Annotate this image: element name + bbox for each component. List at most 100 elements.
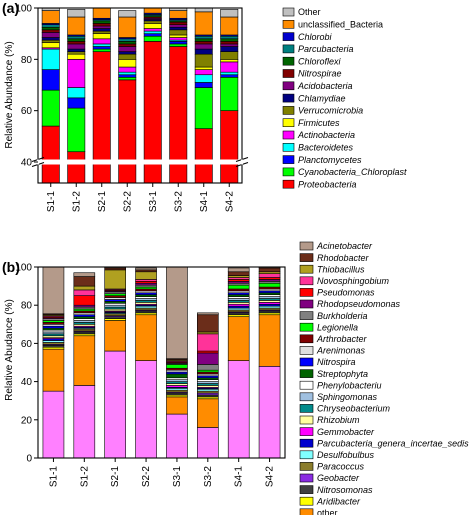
legend-label-acinetobacter: Acinetobacter — [316, 241, 373, 251]
bar-segment-s1-2-unclassified-bacteria — [67, 16, 86, 36]
bar-segment-s2-2-thiobacillus — [135, 271, 157, 280]
panel-b-ylabel: Relative Abudance (%) — [4, 299, 15, 401]
bar-segment-s2-2-acinetobacter — [135, 267, 157, 271]
y-tick-label-100: 100 — [15, 4, 32, 15]
x-tick-label-s4-2: S4-2 — [224, 191, 235, 213]
bar-segment-s2-1-cyanobacteria-chloroplast — [92, 48, 111, 52]
bar-segment-s2-1-planctomycetes — [92, 46, 111, 50]
bar-segment-s3-1-unclassified-bacteria — [143, 7, 162, 14]
bar-segment-s1-2-parcubacteria — [67, 35, 86, 40]
bar-segment-s4-1-other — [227, 316, 250, 361]
legend-label-chlorobi: Chlorobi — [298, 32, 333, 42]
legend-swatch-gemmobacter — [299, 427, 314, 436]
bar-segment-s4-2-proteobacteria — [220, 110, 239, 184]
legend-swatch-rhodopseudomonas — [299, 299, 314, 309]
bar-segment-s2-2-verrucomicrobia — [118, 53, 137, 60]
bar-segment-s2-1-acidobacteria — [92, 25, 111, 29]
bar-segment-s2-1-bacteroidetes — [92, 43, 111, 47]
bar-segment-s1-2-pseudomonas — [73, 295, 96, 306]
bar-segment-s4-2-unclassified-bacteria — [220, 16, 239, 36]
bar-segment-s2-1-chloroflexi — [92, 20, 111, 24]
bar-segment-s1-1-acinetobacter — [42, 266, 65, 315]
bar-segment-s3-1-firmicutes — [143, 23, 162, 29]
legend-swatch-verrucomicrobia — [282, 106, 295, 115]
y-tick-label-100: 100 — [15, 263, 32, 274]
bar-segment-s3-1-planctomycetes — [143, 33, 162, 37]
legend-swatch-bacteroidetes — [282, 143, 295, 152]
bar-segment-s3-2-acidobacteria — [169, 24, 188, 28]
plot-frame — [37, 7, 243, 184]
bar-segment-s1-1-unclassified-bacteria — [41, 10, 60, 24]
bar-segment-s2-1-actinobacteria — [92, 38, 111, 45]
bar-segment-s1-2-proteobacteria — [67, 151, 86, 184]
legend-label-bacteroidetes: Bacteroidetes — [298, 143, 354, 153]
legend-label-chloroflexi: Chloroflexi — [298, 56, 342, 66]
bar-segment-s2-1-unclassified-bacteria — [92, 7, 111, 19]
legend-swatch-novosphingobium — [299, 276, 314, 286]
legend-label-pseudomonas: Pseudomonas — [317, 288, 375, 298]
bar-segment-s3-1-cyanobacteria-chloroplast — [143, 35, 162, 42]
x-tick-label-s2-1: S2-1 — [110, 466, 121, 488]
bar-segment-s4-2-verrucomicrobia — [220, 51, 239, 60]
legend-swatch-arenimonas — [299, 346, 314, 355]
bar-segment-s1-2-novosphingobium — [73, 289, 96, 296]
bar-segment-s4-2-unclassified — [258, 366, 281, 459]
legend-label-nitrosomonas: Nitrosomonas — [317, 485, 373, 495]
legend-swatch-other — [282, 7, 295, 17]
x-tick-label-s2-2: S2-2 — [141, 466, 152, 488]
bar-segment-s3-1-verrucomicrobia — [143, 20, 162, 24]
bar-segment-s1-1-acidobacteria — [41, 32, 60, 38]
legend-label-firmicutes: Firmicutes — [298, 118, 340, 128]
bar-segment-s1-1-proteobacteria — [41, 125, 60, 184]
bar-segment-s4-2-acidobacteria — [220, 43, 239, 47]
bar-segment-s4-2-other — [220, 8, 239, 18]
panel-a-letter: (a) — [2, 0, 19, 16]
bar-segment-s2-2-cyanobacteria-chloroplast — [118, 77, 137, 81]
bar-segment-s1-2-planctomycetes — [67, 97, 86, 109]
y-tick-label-80: 80 — [21, 301, 33, 312]
bar-segment-s1-2-acinetobacter — [73, 272, 96, 277]
legend-swatch-cyanobacteria-chloroplast — [282, 167, 295, 177]
bar-segment-s4-2-chloroflexi — [220, 38, 239, 42]
bar-segment-s4-1-chlamydiae — [194, 48, 213, 55]
x-tick-label-s4-1: S4-1 — [234, 466, 245, 488]
bar-segment-s2-2-chlamydiae — [118, 51, 137, 55]
legend-label-verrucomicrobia: Verrucomicrobia — [298, 106, 363, 116]
legend-swatch-parcubacteria-genera-incertae-sedis — [299, 438, 314, 448]
bar-segment-s2-1-unclassified — [104, 350, 126, 459]
legend-label-planctomycetes: Planctomycetes — [298, 155, 362, 165]
bar-segment-s2-1-nitrospirae — [92, 23, 111, 27]
bar-segment-s1-2-cyanobacteria-chloroplast — [67, 107, 86, 153]
legend-swatch-chlorobi — [282, 32, 295, 41]
bar-segment-s3-1-other — [166, 396, 188, 415]
bar-segment-s1-2-chloroflexi — [67, 38, 86, 42]
bar-segment-s1-1-parcubacteria — [41, 24, 60, 28]
bar-segment-s4-1-nitrospirae — [194, 41, 213, 45]
legend-swatch-rhizobium — [299, 415, 314, 425]
bar-segment-s4-2-legionella — [258, 282, 281, 288]
x-tick-label-s3-2: S3-2 — [203, 466, 214, 488]
legend-label-rhodopseudomonas: Rhodopseudomonas — [317, 299, 401, 309]
bar-segment-s1-2-other — [67, 8, 86, 18]
legend-swatch-legionella — [299, 322, 314, 332]
bar-segment-s3-2-actinobacteria — [169, 37, 188, 41]
x-tick-label-s1-2: S1-2 — [71, 191, 82, 213]
bar-segment-s1-2-acidobacteria — [67, 43, 86, 50]
panel-b-chart: 0 20 40 60 80 100 S1-1 S1-2 S2-1 S2-2 S3-1 S3-2 S4-1… — [15, 241, 469, 515]
bar-segment-s2-1-chlamydiae — [92, 28, 111, 32]
bar-segment-s3-2-rhodopseudomonas — [197, 352, 219, 365]
bar-segment-s2-1-other — [104, 320, 126, 352]
legend-swatch-paracoccus — [299, 462, 314, 471]
panel-a-chart: 40 60 80 100 S1-1 S1-2 S2-1 S2-2 S3-1 S3-2 S4-1 S4-… — [15, 4, 407, 213]
bar-segment-s3-2-novosphingobium — [197, 333, 219, 352]
legend-swatch-burkholderia — [299, 311, 314, 320]
bar-segment-s1-2-rhodobacter — [73, 276, 96, 287]
legend-label-parcubacteria: Parcubacteria — [298, 44, 354, 54]
legend-label-gemmobacter: Gemmobacter — [317, 427, 375, 437]
bar-segment-s3-2-acinetobacter — [197, 312, 219, 316]
legend-swatch-streptophyta — [299, 369, 314, 378]
bar-segment-s1-2-actinobacteria — [67, 59, 86, 88]
x-tick-label-s4-1: S4-1 — [199, 191, 210, 213]
legend-label-acidobacteria: Acidobacteria — [297, 81, 353, 91]
